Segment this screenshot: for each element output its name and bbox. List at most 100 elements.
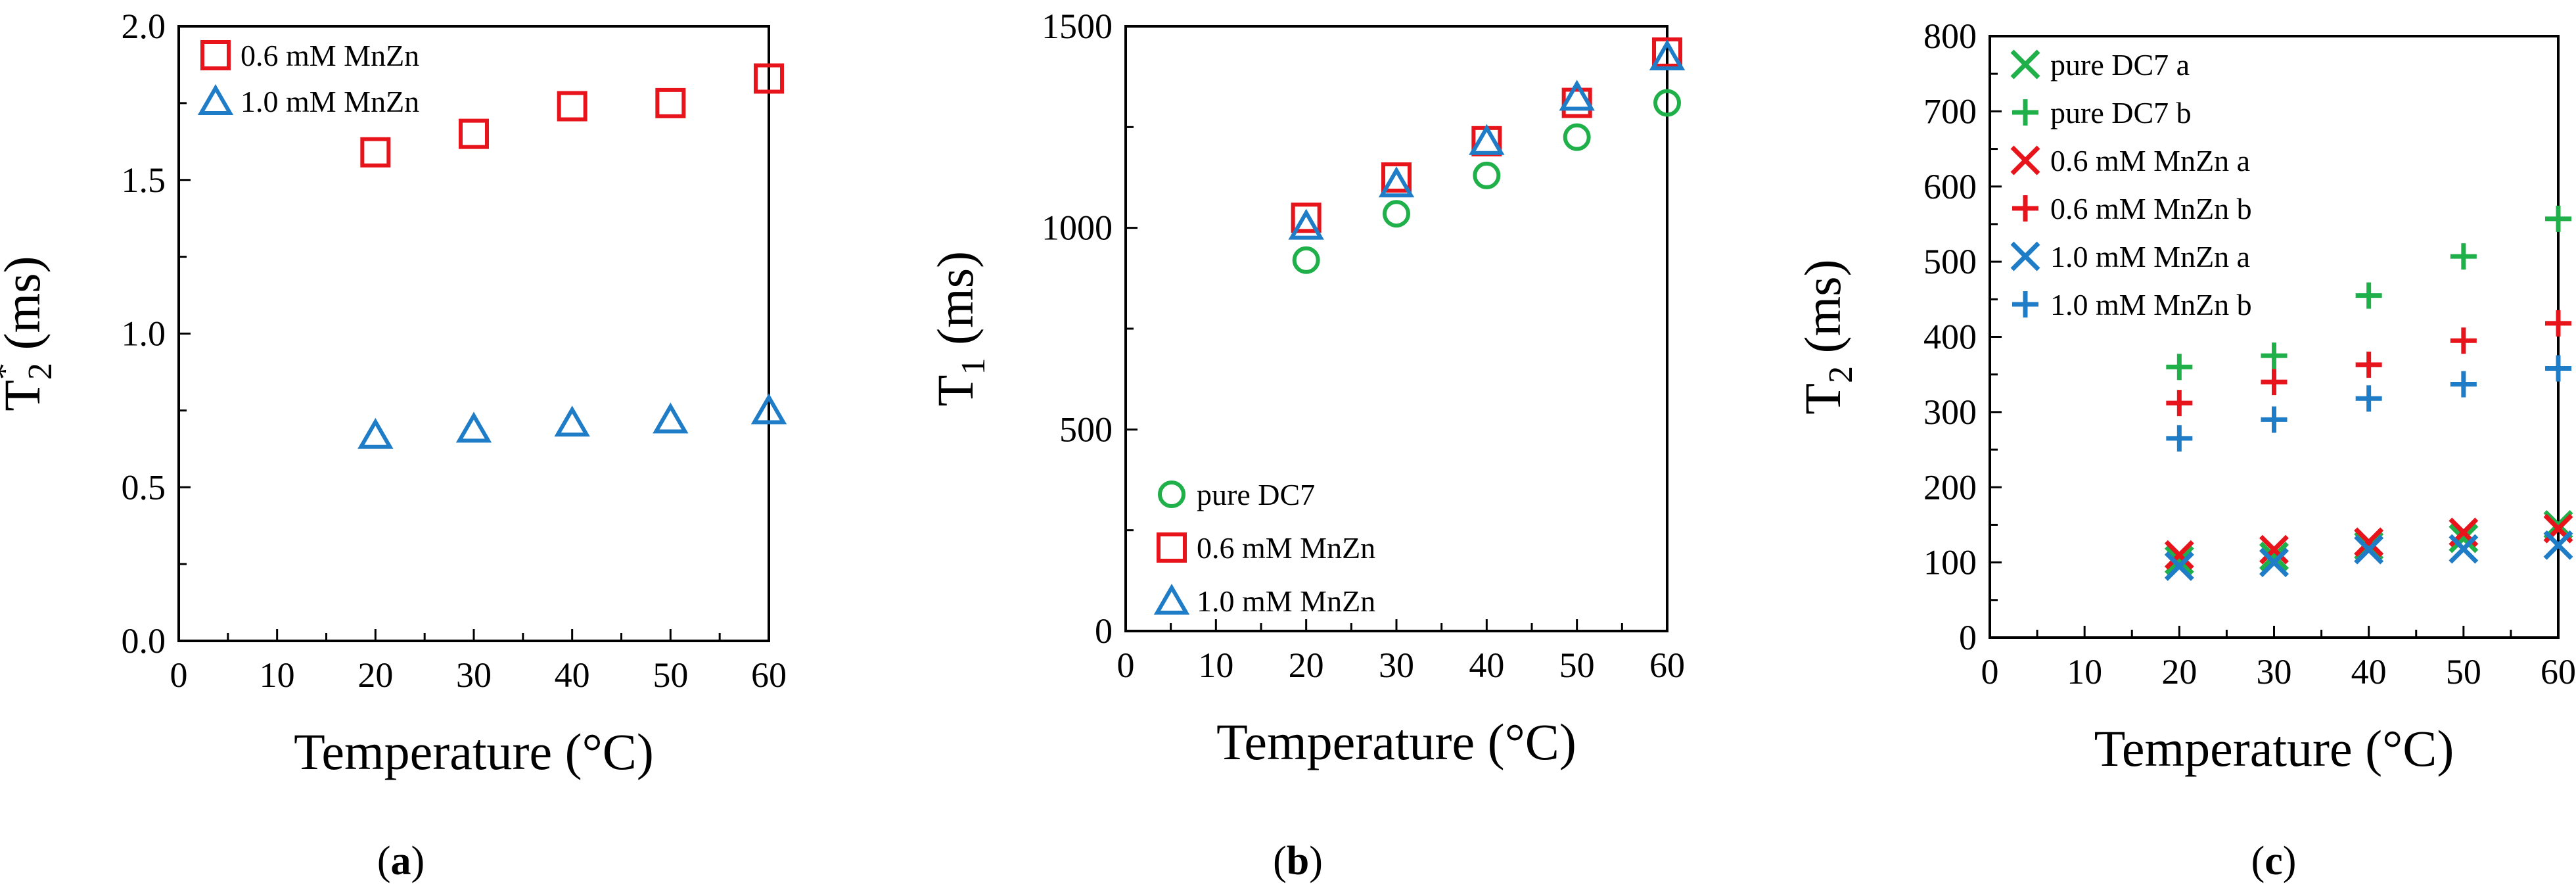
legend-label: 0.6 mM MnZn: [241, 39, 419, 72]
y-tick-label: 2.0: [122, 7, 166, 46]
data-point: [2354, 534, 2384, 565]
y-tick-label: 0: [1095, 611, 1113, 651]
x-tick-label: 10: [260, 655, 295, 695]
y-axis-label-subscript: 2: [1822, 366, 1860, 383]
y-tick-label: 600: [1923, 167, 1977, 206]
y-axis-label-unit: (ms): [1794, 259, 1851, 365]
x-axis-label: Temperature (°C): [2094, 720, 2454, 777]
data-point: [557, 91, 587, 122]
x-tick-label: 30: [456, 655, 492, 695]
x-tick-label: 10: [2067, 652, 2102, 692]
legend-label: 1.0 mM MnZn: [1197, 584, 1375, 618]
panel-letter: b: [1287, 839, 1309, 883]
y-tick-label: 300: [1923, 392, 1977, 432]
x-tick-label: 40: [1469, 646, 1504, 685]
data-point: [655, 87, 686, 118]
y-tick-label: 200: [1923, 467, 1977, 507]
chart-panel-c: 0 10 20 30 40 50 600100200300400500600700800Te…: [1794, 16, 2576, 883]
data-point: [2166, 425, 2193, 452]
data-point: [2545, 205, 2571, 232]
data-point: [1649, 39, 1686, 70]
series-0-6-mm-mnzn: [1291, 37, 1682, 233]
series-pure-dc7-b: [2166, 205, 2571, 381]
chart-panel-b: 0 10 20 30 40 50 60 0 500 1000 1500 Temperature (°C…: [927, 7, 1686, 883]
x-tick-label: 60: [1649, 646, 1685, 685]
y-tick-label: 100: [1923, 543, 1977, 582]
data-point: [1288, 208, 1324, 240]
y-tick-label: 700: [1923, 91, 1977, 131]
legend-label: 1.0 mM MnZn b: [2050, 288, 2252, 321]
legend-label: pure DC7: [1197, 478, 1315, 511]
legend: pure DC7 0.6 mM MnZn 1.0 mM MnZn: [1153, 478, 1375, 618]
legend-label: 0.6 mM MnZn: [1197, 531, 1375, 565]
data-point: [1291, 202, 1322, 233]
series-0-6-mm-mnzn-a: [2164, 513, 2573, 570]
x-tick-label: 40: [2351, 652, 2387, 692]
legend: pure DC7 a pure DC7 b 0.6 mM MnZn a 0.6 mM …: [2010, 48, 2252, 321]
data-point: [2259, 542, 2289, 571]
data-point: [1559, 80, 1595, 111]
y-axis-label-main: T: [927, 375, 984, 406]
x-tick-label: 20: [2161, 652, 2197, 692]
data-point: [1383, 200, 1410, 228]
y-axis-label-subscript: 2: [22, 363, 59, 380]
data-point: [2261, 369, 2288, 396]
data-point: [2354, 530, 2384, 561]
data-point: [357, 417, 394, 449]
y-tick-label: 0.5: [122, 467, 166, 507]
data-point: [754, 63, 784, 94]
legend-marker: [1153, 584, 1190, 615]
x-tick-label: 0: [1117, 646, 1135, 685]
data-point: [1381, 162, 1412, 193]
data-point: [554, 406, 590, 437]
legend-marker: [200, 40, 231, 70]
data-point: [2259, 548, 2289, 578]
data-point: [2259, 534, 2289, 565]
data-point: [2543, 530, 2573, 560]
legend-label: 0.6 mM MnZn b: [2050, 192, 2252, 225]
data-point: [1563, 123, 1591, 151]
y-tick-label: 1.5: [122, 160, 166, 200]
series-pure-dc7: [1292, 89, 1681, 274]
panel-label: (b): [1273, 839, 1323, 883]
series-1-0-mm-mnzn-a: [2164, 530, 2573, 581]
data-point: [2355, 282, 2382, 309]
data-point: [2164, 545, 2194, 575]
data-point: [1378, 166, 1415, 198]
data-point: [2450, 243, 2477, 270]
series-0-6-mm-mnzn-b: [2166, 310, 2571, 417]
x-axis-label: Temperature (°C): [1216, 713, 1576, 770]
panel-label: (c): [2251, 839, 2297, 883]
data-point: [2166, 390, 2193, 417]
x-tick-label: 20: [357, 655, 393, 695]
x-tick-label: 60: [2541, 652, 2576, 692]
y-axis-label-subscript: 1: [955, 358, 992, 375]
data-point: [2166, 354, 2193, 381]
y-tick-label: 0: [1959, 618, 1977, 657]
x-tick-label: 50: [1559, 646, 1595, 685]
y-tick-label: 1.0: [122, 314, 166, 354]
legend-marker: [2012, 291, 2038, 317]
y-axis-label-unit: (ms): [0, 256, 51, 362]
legend-label: pure DC7 b: [2050, 96, 2192, 129]
y-axis-label-unit: (ms): [927, 251, 984, 358]
series-0-6-mm-mnzn: [360, 63, 784, 168]
data-point: [2261, 406, 2288, 433]
legend: 0.6 mM MnZn 1.0 mM MnZn: [197, 39, 419, 118]
data-point: [2449, 523, 2479, 553]
y-tick-label: 800: [1923, 16, 1977, 56]
x-tick-label: 0: [1981, 652, 1999, 692]
y-tick-label: 500: [1059, 410, 1113, 449]
data-point: [2545, 310, 2571, 337]
legend-marker: [197, 84, 234, 115]
panel-label: (a): [377, 839, 425, 883]
data-point: [2164, 540, 2194, 570]
x-tick-label: 30: [2257, 652, 2292, 692]
y-axis-label-superscript: *: [0, 363, 24, 380]
legend-marker: [2010, 241, 2040, 271]
data-point: [2449, 534, 2479, 564]
data-point: [1653, 89, 1681, 117]
data-point: [455, 411, 492, 443]
x-axis-label: Temperature (°C): [294, 723, 654, 780]
